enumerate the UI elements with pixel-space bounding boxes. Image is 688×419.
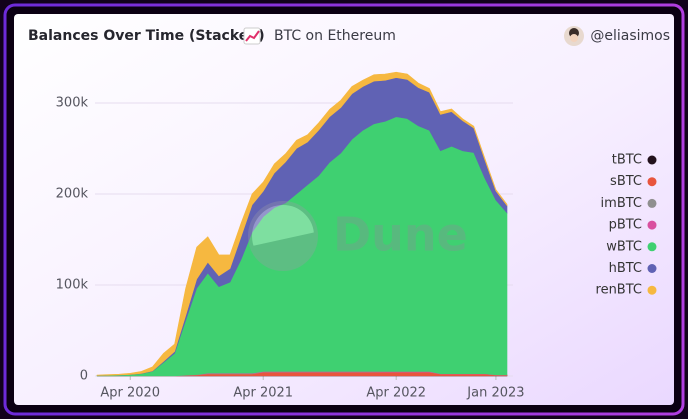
legend-label: renBTC	[596, 283, 642, 298]
chart-title: Balances Over Time (Stacked)	[28, 28, 265, 44]
plot	[95, 71, 513, 380]
legend-swatch	[647, 177, 657, 187]
legend-label: imBTC	[601, 196, 642, 211]
watermark: Dune	[248, 201, 468, 271]
avatar	[564, 26, 584, 46]
legend-swatch	[647, 264, 657, 273]
legend-swatch	[647, 242, 657, 252]
x-tick-label: Jan 2023	[466, 386, 524, 401]
legend-label: tBTC	[612, 153, 642, 168]
x-tick-label: Apr 2020	[100, 386, 160, 401]
legend-label: sBTC	[610, 174, 642, 189]
legend-swatch	[647, 198, 657, 208]
y-tick-label: 100k	[56, 278, 89, 293]
legend-label: wBTC	[606, 239, 642, 254]
area	[96, 71, 508, 376]
y-tick-label: 0	[80, 369, 88, 384]
chart-subtitle: BTC on Ethereum	[274, 28, 396, 44]
legend-swatch	[647, 220, 657, 230]
legend-label: hBTC	[609, 261, 642, 276]
y-tick-label: 200k	[56, 187, 89, 202]
chart-emoji-icon	[243, 27, 261, 45]
author[interactable]: @eliasimos	[590, 28, 670, 44]
watermark-text: Dune	[333, 208, 468, 262]
x-tick-label: Apr 2021	[233, 386, 293, 401]
legend-label: pBTC	[609, 218, 642, 233]
legend-swatch	[647, 285, 657, 295]
x-tick-label: Apr 2022	[366, 386, 426, 401]
legend-swatch	[647, 155, 657, 165]
y-tick-label: 300k	[56, 96, 89, 111]
